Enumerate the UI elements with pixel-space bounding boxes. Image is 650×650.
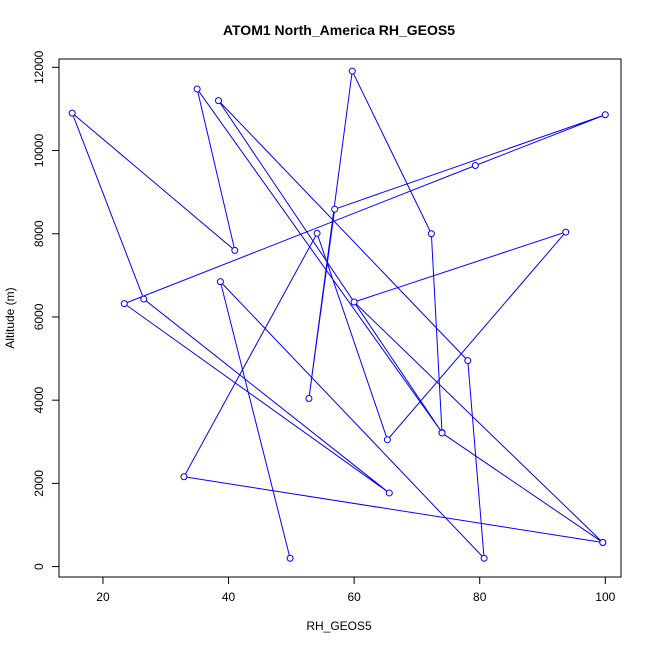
series-layer — [68, 67, 609, 562]
data-point — [471, 162, 479, 170]
data-point — [231, 246, 239, 254]
y-tick-label: 8000 — [32, 220, 46, 247]
y-axis-label: Altitude (m) — [3, 287, 17, 348]
data-point — [348, 67, 356, 75]
y-tick-label: 6000 — [32, 303, 46, 330]
data-point — [305, 395, 313, 403]
data-point — [140, 295, 148, 303]
x-tick-label: 60 — [347, 590, 361, 604]
y-tick-label: 10000 — [32, 134, 46, 168]
x-axis-label: RH_GEOS5 — [306, 619, 372, 633]
data-point — [331, 205, 339, 213]
data-point — [313, 229, 321, 237]
data-point — [480, 554, 488, 562]
data-point — [385, 489, 393, 497]
chart-title: ATOM1 North_America RH_GEOS5 — [223, 22, 455, 38]
data-point — [180, 473, 188, 481]
data-point — [214, 97, 222, 105]
data-point — [383, 436, 391, 444]
plot-frame — [58, 58, 622, 578]
x-axis: 20 40 60 80 100 — [96, 576, 616, 604]
x-tick-label: 100 — [595, 590, 615, 604]
x-tick-label: 40 — [222, 590, 236, 604]
data-point — [438, 429, 446, 437]
y-tick-label: 0 — [32, 563, 46, 570]
y-tick-label: 12000 — [32, 50, 46, 84]
data-point — [601, 111, 609, 119]
data-point — [216, 278, 224, 286]
y-tick-label: 2000 — [32, 470, 46, 497]
data-point — [120, 300, 128, 308]
y-axis: 0 2000 4000 6000 8000 10000 12000 — [32, 50, 60, 570]
x-tick-label: 20 — [96, 590, 110, 604]
data-point — [286, 554, 294, 562]
x-tick-label: 80 — [473, 590, 487, 604]
y-tick-label: 4000 — [32, 387, 46, 414]
data-point — [562, 228, 570, 236]
data-point — [193, 85, 201, 93]
series-line — [71, 69, 606, 560]
data-point — [350, 298, 358, 306]
data-point — [599, 538, 607, 546]
data-point — [427, 230, 435, 238]
data-point — [464, 357, 472, 365]
data-point — [68, 109, 76, 117]
